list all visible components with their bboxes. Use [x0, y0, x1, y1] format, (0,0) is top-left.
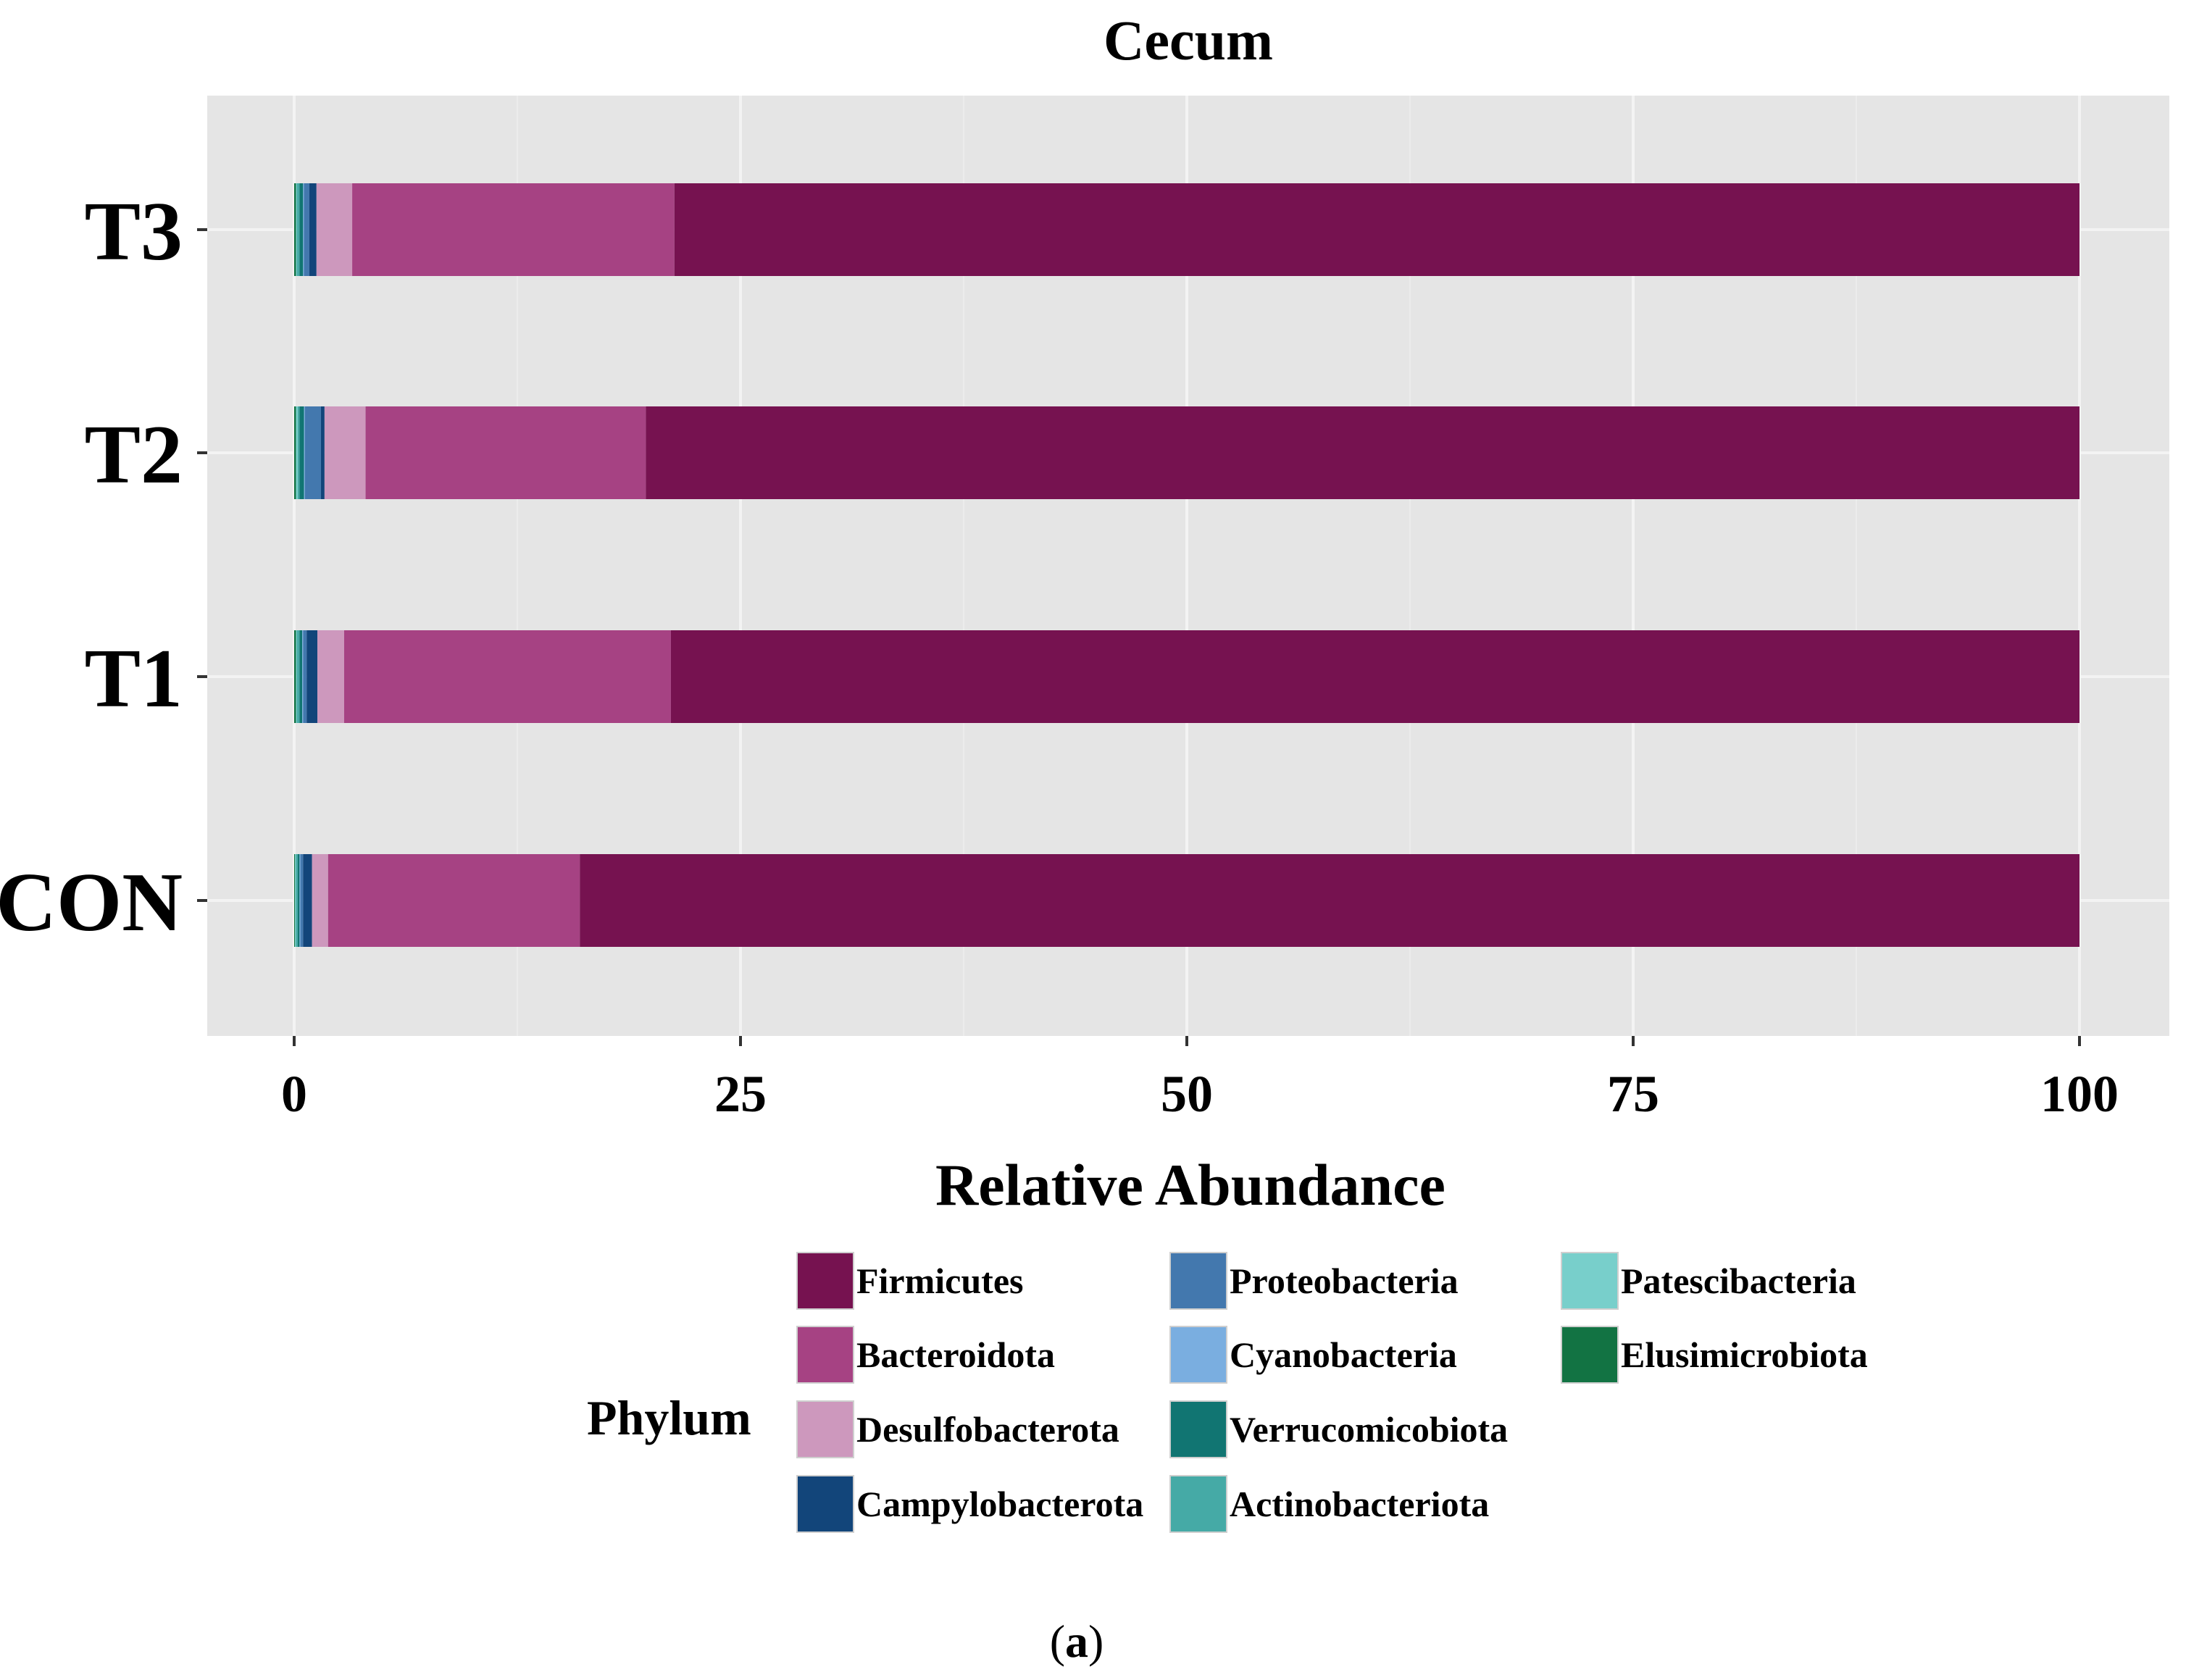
bar-segment-con-firmicutes — [580, 854, 2079, 947]
legend-swatch-cyanobacteria — [1169, 1326, 1227, 1384]
legend: Firmicutes Bacteroidota Desulfobacterota Ca… — [796, 1252, 1868, 1533]
y-tick-label-t1: T1 — [85, 632, 183, 725]
bar-segment-con-elusimicrobiota — [294, 854, 296, 947]
bars-group — [294, 183, 2080, 947]
bar-segment-t3-proteobacteria — [304, 183, 309, 276]
legend-item-proteobacteria: Proteobacteria — [1169, 1252, 1459, 1310]
bar-segment-con-campylobacterota — [303, 854, 312, 947]
x-tick-label-50: 50 — [1161, 1065, 1213, 1123]
bar-segment-t2-actinobacteriota — [297, 406, 300, 499]
bar-segment-t1-verrucomicobiota — [299, 630, 303, 723]
bar-segment-con-actinobacteriota — [296, 854, 298, 947]
legend-label-campylobacterota: Campylobacterota — [856, 1484, 1143, 1524]
legend-swatch-desulfobacterota — [796, 1400, 854, 1458]
bar-segment-t3-elusimicrobiota — [294, 183, 296, 276]
bar-segment-t2-cyanobacteria — [304, 406, 305, 499]
bar-segment-t1-bacteroidota — [343, 630, 671, 723]
legend-label-cyanobacteria: Cyanobacteria — [1230, 1334, 1457, 1375]
bar-segment-t2-elusimicrobiota — [294, 406, 296, 499]
legend-swatch-campylobacterota — [796, 1475, 854, 1533]
bar-segment-con-bacteroidota — [328, 854, 580, 947]
bar-segment-t2-verrucomicobiota — [299, 406, 304, 499]
bar-segment-t2-firmicutes — [646, 406, 2080, 499]
bar-segment-t2-patescibacteria — [296, 406, 298, 499]
bar-segment-t1-firmicutes — [670, 630, 2079, 723]
legend-title: Phylum — [587, 1390, 751, 1445]
bar-segment-t1-campylobacterota — [306, 630, 318, 723]
bar-segment-t2-campylobacterota — [320, 406, 325, 499]
bar-segment-t3-desulfobacterota — [316, 183, 353, 276]
x-tick-label-25: 25 — [714, 1065, 767, 1123]
caption-open: ( — [1050, 1616, 1065, 1667]
legend-item-verrucomicobiota: Verrucomicobiota — [1169, 1400, 1508, 1458]
legend-item-elusimicrobiota: Elusimicrobiota — [1561, 1326, 1868, 1384]
caption-close: ) — [1088, 1616, 1104, 1667]
legend-item-cyanobacteria: Cyanobacteria — [1169, 1326, 1457, 1384]
bar-segment-t2-desulfobacterota — [324, 406, 366, 499]
x-axis-label: Relative Abundance — [935, 1152, 1445, 1218]
bar-segment-t3-bacteroidota — [352, 183, 675, 276]
legend-swatch-elusimicrobiota — [1561, 1326, 1619, 1384]
chart-title: Cecum — [1104, 9, 1273, 72]
bar-segment-t2-bacteroidota — [365, 406, 646, 499]
legend-swatch-bacteroidota — [796, 1326, 854, 1384]
bar-segment-t1-proteobacteria — [303, 630, 307, 723]
legend-swatch-patescibacteria — [1561, 1252, 1619, 1310]
legend-item-bacteroidota: Bacteroidota — [796, 1326, 1055, 1384]
legend-swatch-actinobacteriota — [1169, 1475, 1227, 1533]
y-tick-label-t2: T2 — [85, 409, 183, 501]
bar-segment-t2-proteobacteria — [304, 406, 321, 499]
legend-label-elusimicrobiota: Elusimicrobiota — [1621, 1334, 1868, 1375]
bar-segment-con-desulfobacterota — [312, 854, 328, 947]
legend-item-desulfobacterota: Desulfobacterota — [796, 1400, 1119, 1458]
bar-segment-t1-elusimicrobiota — [294, 630, 296, 723]
y-tick-label-con: CON — [0, 856, 183, 949]
x-tick-label-75: 75 — [1607, 1065, 1659, 1123]
bar-segment-t3-verrucomicobiota — [299, 183, 304, 276]
bar-segment-t3-campylobacterota — [309, 183, 317, 276]
bar-t3 — [294, 183, 2079, 276]
legend-item-campylobacterota: Campylobacterota — [796, 1475, 1143, 1533]
y-axis: CON T1 T2 T3 — [0, 185, 207, 949]
bar-segment-t1-actinobacteriota — [296, 630, 300, 723]
legend-swatch-proteobacteria — [1169, 1252, 1227, 1310]
legend-label-proteobacteria: Proteobacteria — [1230, 1261, 1459, 1301]
bar-segment-t3-firmicutes — [674, 183, 2079, 276]
legend-swatch-firmicutes — [796, 1252, 854, 1310]
legend-label-verrucomicobiota: Verrucomicobiota — [1230, 1409, 1508, 1450]
legend-label-bacteroidota: Bacteroidota — [856, 1334, 1055, 1375]
bar-segment-con-proteobacteria — [300, 854, 304, 947]
legend-label-patescibacteria: Patescibacteria — [1621, 1261, 1856, 1301]
bar-segment-t1-desulfobacterota — [317, 630, 344, 723]
legend-item-patescibacteria: Patescibacteria — [1561, 1252, 1856, 1310]
legend-item-firmicutes: Firmicutes — [796, 1252, 1023, 1310]
x-tick-label-0: 0 — [281, 1065, 307, 1123]
bar-segment-con-cyanobacteria — [299, 854, 301, 947]
bar-segment-con-patescibacteria — [295, 854, 296, 947]
legend-label-firmicutes: Firmicutes — [856, 1261, 1023, 1301]
legend-label-actinobacteriota: Actinobacteriota — [1230, 1484, 1489, 1524]
figure-caption: (a) — [1050, 1616, 1104, 1667]
x-axis: 0 25 50 75 100 — [281, 1036, 2119, 1123]
x-tick-label-100: 100 — [2040, 1065, 2119, 1123]
legend-item-actinobacteriota: Actinobacteriota — [1169, 1475, 1489, 1533]
y-tick-label-t3: T3 — [85, 185, 183, 278]
bar-t1 — [294, 630, 2079, 723]
legend-swatch-verrucomicobiota — [1169, 1400, 1227, 1458]
caption-letter: a — [1065, 1616, 1088, 1667]
bar-con — [294, 854, 2079, 947]
bar-segment-con-verrucomicobiota — [297, 854, 300, 947]
bar-t2 — [294, 406, 2080, 499]
bar-segment-t1-cyanobacteria — [302, 630, 304, 723]
bar-segment-t3-cyanobacteria — [303, 183, 304, 276]
legend-label-desulfobacterota: Desulfobacterota — [856, 1409, 1119, 1450]
bar-segment-t3-actinobacteriota — [296, 183, 300, 276]
